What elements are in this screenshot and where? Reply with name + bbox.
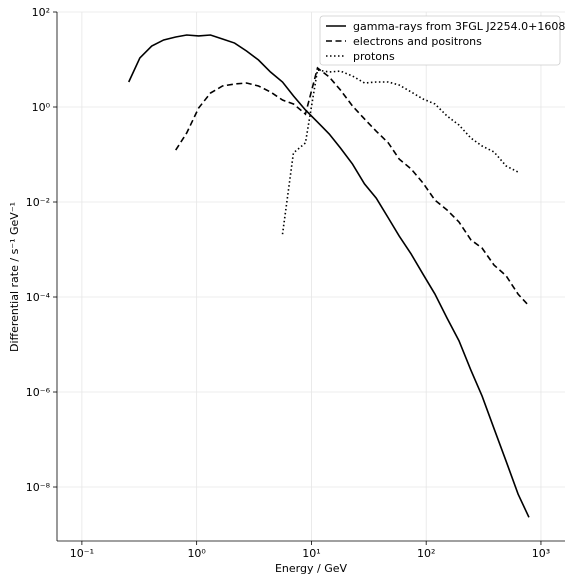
series-line — [175, 66, 530, 307]
y-tick-label: 10⁰ — [32, 101, 51, 114]
y-tick-label: 10⁻⁸ — [26, 481, 51, 494]
legend: gamma-rays from 3FGL J2254.0+1608 electro… — [319, 15, 565, 66]
y-tick-label: 10⁻⁶ — [26, 386, 51, 399]
legend-label: protons — [353, 50, 395, 63]
x-tick-label: 10⁰ — [187, 547, 206, 560]
series-line — [281, 69, 519, 235]
legend-frame — [319, 15, 561, 66]
series-line — [128, 34, 530, 518]
y-axis-label: Differential rate / s⁻¹ GeV⁻¹ — [8, 202, 21, 352]
x-tick-label: 10³ — [532, 547, 550, 560]
x-tick-label: 10² — [417, 547, 435, 560]
y-tick-label: 10⁻² — [26, 196, 50, 209]
x-tick-label: 10⁻¹ — [70, 547, 94, 560]
x-tick-label: 10¹ — [302, 547, 320, 560]
y-tick-label: 10⁻⁴ — [26, 291, 51, 304]
legend-label: gamma-rays from 3FGL J2254.0+1608 — [353, 20, 565, 33]
x-axis-label: Energy / GeV — [275, 562, 348, 575]
y-tick-label: 10² — [32, 6, 50, 19]
legend-label: electrons and positrons — [353, 35, 482, 48]
